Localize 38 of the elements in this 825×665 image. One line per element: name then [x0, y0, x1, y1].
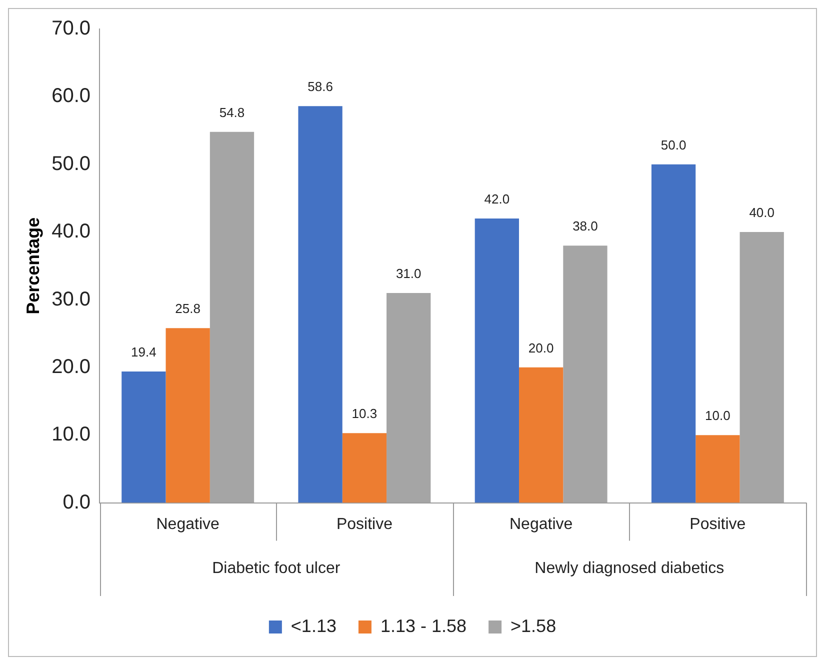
data-label: 40.0 [749, 205, 774, 220]
y-tick-label: 20.0 [52, 356, 91, 378]
x-tick-label: Positive [690, 516, 746, 533]
y-tick-label: 0.0 [62, 491, 91, 514]
x-tick-label: Negative [156, 516, 220, 533]
bar [518, 367, 564, 503]
y-tick-label: 30.0 [52, 288, 91, 310]
y-tick-label: 40.0 [52, 220, 91, 243]
bar [474, 218, 519, 503]
data-label: 20.0 [528, 340, 554, 356]
bar [342, 433, 387, 503]
bar [166, 328, 210, 503]
bar [696, 435, 740, 503]
y-tick-label: 10.0 [52, 424, 91, 446]
y-tick-label: 50.0 [52, 152, 91, 175]
legend-label: <1.13 [290, 616, 336, 636]
data-label: 19.4 [131, 344, 156, 360]
x-tick-label: Positive [336, 516, 393, 533]
text: Newly diagnosed diabetics [534, 560, 724, 578]
legend-label: 1.13 - 1.58 [380, 616, 467, 636]
bar [651, 164, 696, 503]
y-tick-label: 60.0 [52, 85, 91, 108]
y-tick-label: 70.0 [52, 18, 91, 40]
data-label: 38.0 [572, 218, 598, 234]
data-label: 10.3 [352, 406, 378, 422]
legend-label: >1.58 [510, 616, 556, 636]
data-label: 10.0 [705, 408, 730, 424]
bar [298, 106, 342, 503]
data-label: 25.8 [175, 301, 200, 316]
text: Diabetic foot ulcer [212, 560, 341, 578]
y-axis-title: Percentage [22, 217, 43, 314]
x-tick-label: Negative [509, 516, 573, 533]
data-label: 42.0 [484, 192, 510, 207]
data-label: 58.6 [308, 79, 333, 94]
data-label: 31.0 [396, 266, 422, 282]
bar [122, 371, 166, 503]
data-label: 54.8 [219, 104, 245, 120]
data-label: 50.0 [660, 137, 686, 152]
